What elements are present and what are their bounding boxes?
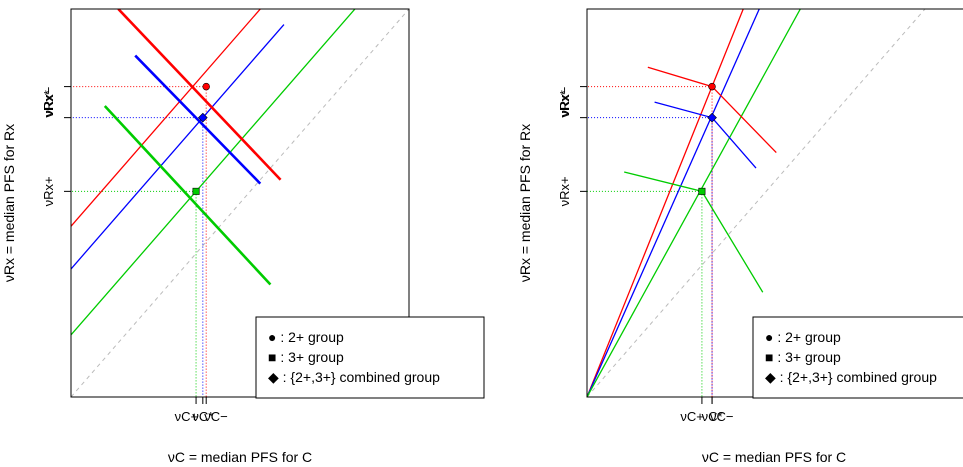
right-y-tick-label-1: νRx* <box>557 90 572 117</box>
right-legend-entry-2plus: ● : 2+ group <box>765 329 841 345</box>
left-series-line-2 <box>71 9 356 336</box>
left-point-3+-marker <box>192 187 200 195</box>
right-x-tick-label-1: νC* <box>702 409 723 424</box>
left-legend: ● : 2+ group ■ : 3+ group ◆ : {2+,3+} co… <box>255 316 485 399</box>
left-identity-line <box>71 9 409 397</box>
right-legend-entry-combined: ◆ : {2+,3+} combined group <box>765 369 937 385</box>
right-series-line-1 <box>587 9 760 397</box>
left-legend-entry-combined: ◆ : {2+,3+} combined group <box>268 369 440 385</box>
left-series-line-4 <box>134 54 262 185</box>
left-y-tick-label-1: νRx* <box>41 90 56 117</box>
left-panel: νC+νC*νC− νRx+ νRx*νRx− νC = median PFS fo… <box>1 8 485 465</box>
right-x-tick-label-2: νC− <box>710 409 733 424</box>
right-series-line-0 <box>587 9 744 397</box>
left-x-axis-label: νC = median PFS for C <box>168 449 312 465</box>
right-point-3+-marker <box>698 187 706 195</box>
left-series-line-0 <box>71 9 262 228</box>
right-point-2+-marker <box>708 82 716 91</box>
right-y-tick-label-2: νRx− <box>557 87 572 117</box>
left-series-line-3 <box>117 9 282 181</box>
right-series-line-2 <box>587 9 802 397</box>
left-point-combined-marker <box>197 112 208 123</box>
left-legend-entry-3plus: ■ : 3+ group <box>268 349 344 365</box>
right-y-tick-label-0: νRx+ <box>557 176 572 206</box>
left-plot-area <box>71 9 409 397</box>
left-y-tick-label-0: νRx+ <box>41 176 56 206</box>
left-series-line-5 <box>103 105 272 286</box>
left-x-tick-label-0: νC+ <box>175 409 198 424</box>
right-legend-box <box>752 316 963 399</box>
right-point-combined-marker <box>707 112 717 123</box>
right-panel: νC+νC*νC− νRx+ νRx*νRx− νC = median PFS fo… <box>517 8 963 465</box>
right-identity-line <box>587 9 926 397</box>
right-axes: νC+νC*νC− νRx+ νRx*νRx− <box>557 86 734 424</box>
right-series-line-3 <box>647 66 777 154</box>
right-y-axis-label: νRx = median PFS for Rx <box>517 124 533 282</box>
right-plot-area <box>587 9 926 397</box>
right-x-axis-label: νC = median PFS for C <box>702 449 846 465</box>
right-legend-entry-3plus: ■ : 3+ group <box>765 349 841 365</box>
left-axes: νC+νC*νC− νRx+ νRx*νRx− <box>41 86 228 424</box>
right-x-tick-label-0: νC+ <box>680 409 703 424</box>
left-x-tick-label-2: νC− <box>204 409 227 424</box>
left-x-tick-label-1: νC* <box>192 409 213 424</box>
right-series-line-4 <box>654 101 757 169</box>
left-y-axis-label: νRx = median PFS for Rx <box>1 124 17 282</box>
left-plot-frame <box>70 8 410 398</box>
left-legend-box <box>255 316 485 399</box>
left-y-tick-label-2: νRx− <box>41 87 56 117</box>
left-series-line-1 <box>71 24 285 270</box>
left-legend-entry-2plus: ● : 2+ group <box>268 329 344 345</box>
left-point-2+-marker <box>202 82 210 91</box>
right-legend: ● : 2+ group ■ : 3+ group ◆ : {2+,3+} co… <box>752 316 963 399</box>
